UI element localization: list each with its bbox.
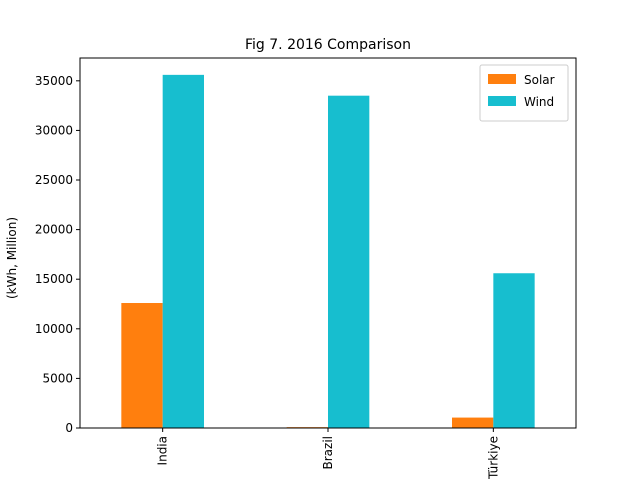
y-tick-label: 15000 [35,272,73,286]
chart-title: Fig 7. 2016 Comparison [245,37,411,53]
y-tick-label: 30000 [35,123,73,137]
y-tick-label: 10000 [35,322,73,336]
y-axis-label: (kWh, Million) [5,217,19,299]
legend-label-wind: Wind [524,95,554,109]
legend-label-solar: Solar [524,73,555,87]
y-axis: 0 5000 10000 15000 20000 25000 30000 35000 [35,74,80,435]
bar-wind-2 [493,273,535,428]
legend-swatch-wind [488,96,516,106]
legend: Solar Wind [479,64,569,122]
y-tick-label: 25000 [35,173,73,187]
x-axis: India Brazil Türkiye [156,428,500,480]
bar-solar-2 [452,417,494,428]
x-tick-label: Brazil [321,436,335,470]
y-tick-label: 20000 [35,223,73,237]
x-tick-label: India [156,436,170,465]
x-tick-label: Türkiye [486,436,500,480]
bar-wind-1 [328,95,370,428]
y-tick-label: 0 [65,421,73,435]
bar-solar-0 [121,303,163,428]
legend-swatch-solar [488,74,516,84]
bars-group [121,74,535,429]
bar-wind-0 [162,74,204,429]
y-tick-label: 5000 [42,371,73,385]
y-tick-label: 35000 [35,74,73,88]
